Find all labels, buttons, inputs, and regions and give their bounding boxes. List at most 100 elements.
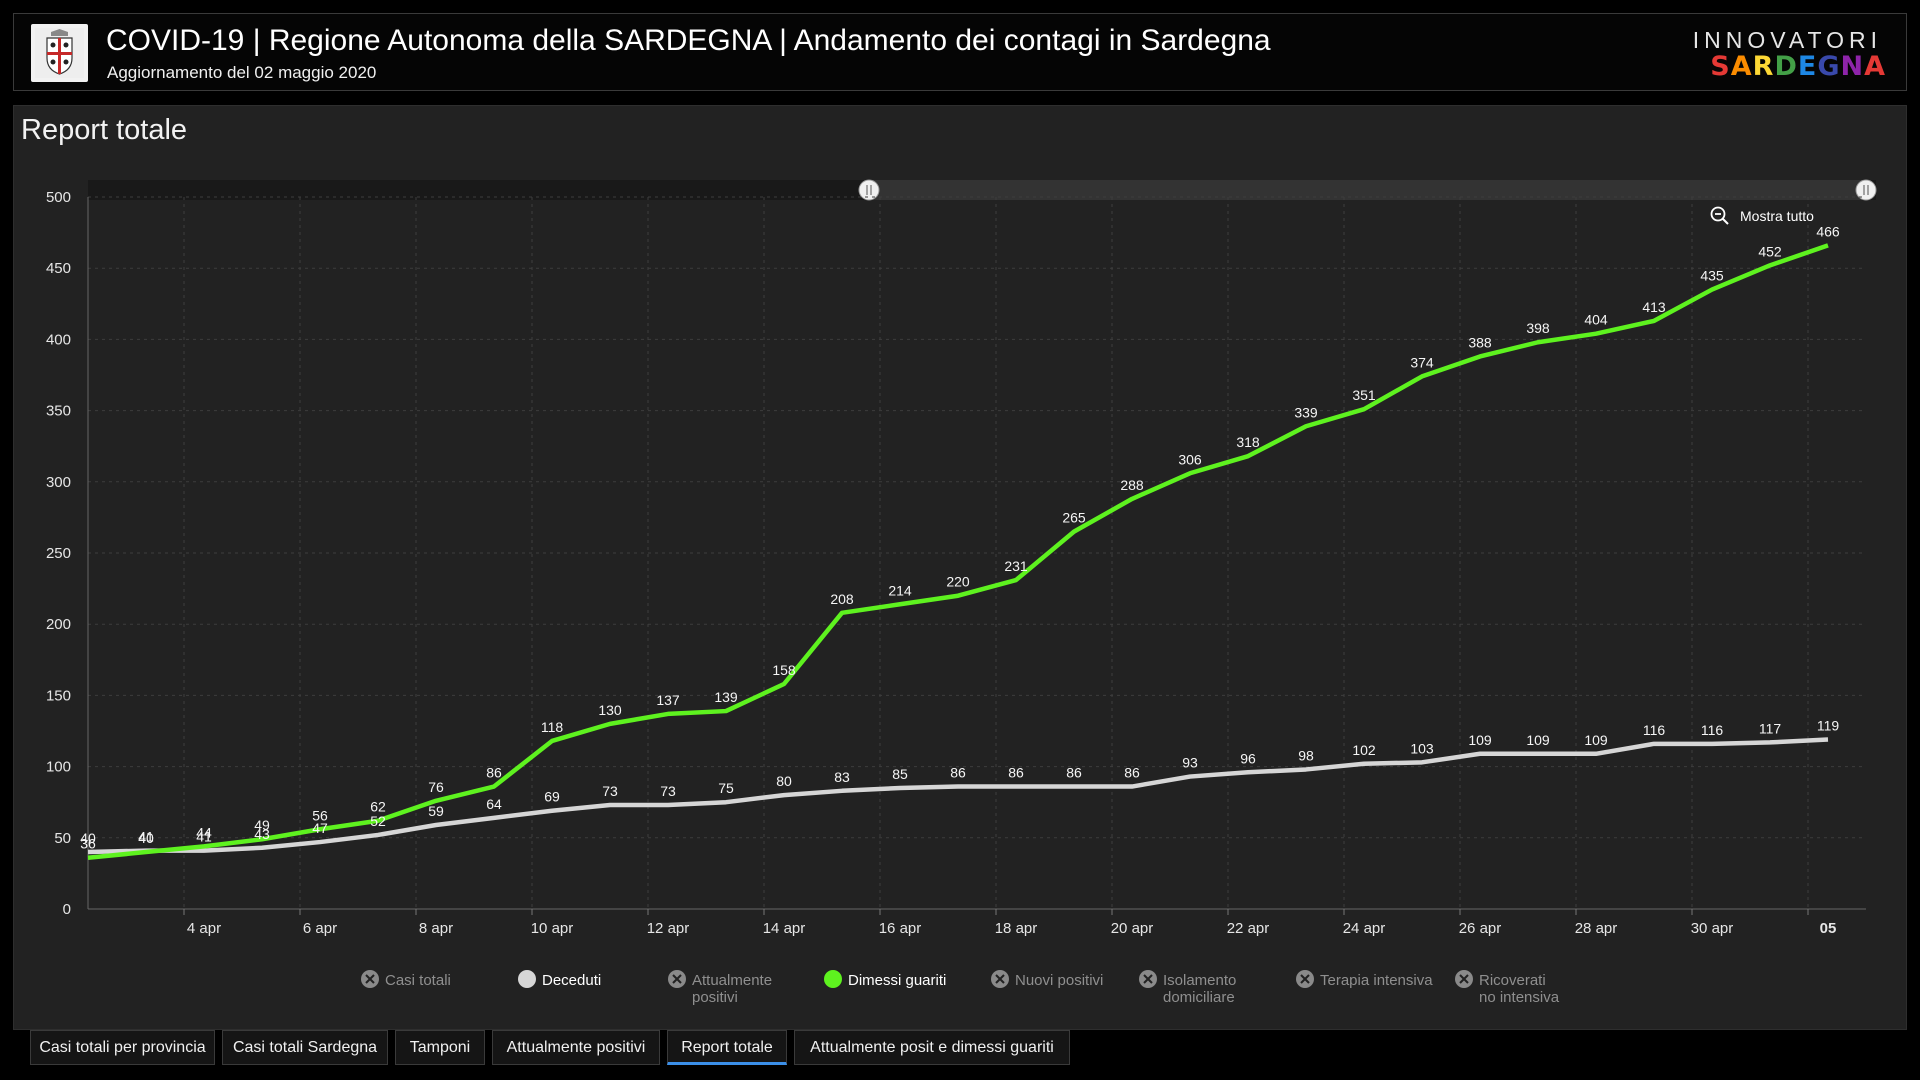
y-tick-label: 0 — [63, 901, 71, 918]
data-label: 265 — [1062, 510, 1086, 526]
data-label: 40 — [138, 830, 154, 846]
update-date: Aggiornamento del 02 maggio 2020 — [107, 63, 377, 82]
data-label: 98 — [1298, 747, 1314, 763]
series-line-deceduti — [87, 737, 1829, 855]
tab-casi-totali-per-provincia[interactable]: Casi totali per provincia — [30, 1030, 215, 1065]
x-tick-label: 10 apr — [531, 920, 574, 937]
brand-letter: N — [1840, 51, 1865, 82]
data-label: 404 — [1584, 312, 1608, 328]
series-line-dimessi-guariti — [87, 243, 1829, 860]
data-label: 130 — [598, 702, 622, 718]
data-label: 40 — [80, 830, 96, 846]
range-handle-left[interactable] — [858, 179, 880, 201]
legend-label[interactable]: Attualmente — [692, 972, 772, 989]
legend-label[interactable]: Nuovi positivi — [1015, 972, 1103, 989]
data-label: 398 — [1526, 320, 1550, 336]
brand-letter: D — [1774, 51, 1798, 82]
innovatori-logo-text: INNOVATORI — [1692, 27, 1882, 53]
data-label: 109 — [1526, 732, 1550, 748]
legend-marker[interactable] — [518, 970, 536, 988]
brand-letter: G — [1817, 51, 1841, 82]
data-label: 102 — [1352, 742, 1376, 758]
y-tick-label: 300 — [46, 474, 71, 491]
data-label: 351 — [1352, 387, 1376, 403]
legend-disabled-icon — [1143, 974, 1153, 984]
data-label: 158 — [772, 662, 796, 678]
tab-casi-totali-sardegna[interactable]: Casi totali Sardegna — [222, 1030, 388, 1065]
zoom-reset-label: Mostra tutto — [1740, 208, 1814, 224]
legend-label[interactable]: Ricoverati — [1479, 972, 1546, 989]
data-label: 49 — [254, 817, 270, 833]
legend-label[interactable]: Casi totali — [385, 972, 451, 989]
legend-label[interactable]: Terapia intensiva — [1320, 972, 1433, 989]
brand-letter: E — [1797, 51, 1818, 82]
x-tick-label: 22 apr — [1227, 920, 1270, 937]
x-tick-label: 20 apr — [1111, 920, 1154, 937]
data-label: 76 — [428, 779, 444, 795]
brand-letter: R — [1752, 51, 1775, 82]
data-label: 47 — [312, 820, 328, 836]
data-label: 452 — [1758, 243, 1782, 259]
dashboard-title: COVID-19 | Regione Autonoma della SARDEG… — [106, 24, 1271, 57]
data-label: 306 — [1178, 451, 1202, 467]
data-label: 69 — [544, 789, 560, 805]
data-label: 43 — [254, 826, 270, 842]
legend-label[interactable]: domiciliare — [1163, 989, 1235, 1006]
data-label: 413 — [1642, 299, 1666, 315]
data-label: 109 — [1584, 732, 1608, 748]
data-label: 139 — [714, 689, 738, 705]
data-label: 109 — [1468, 732, 1492, 748]
data-label: 116 — [1701, 722, 1724, 738]
brand-letter: A — [1864, 51, 1886, 82]
tab-attualmente-posit-e-dimessi-guariti[interactable]: Attualmente posit e dimessi guariti — [794, 1030, 1070, 1065]
data-label: 86 — [1124, 765, 1140, 781]
data-label: 86 — [1066, 765, 1082, 781]
legend-disabled-icon — [365, 974, 375, 984]
tab-tamponi[interactable]: Tamponi — [395, 1030, 485, 1065]
legend-label[interactable]: Isolamento — [1163, 972, 1236, 989]
data-label: 41 — [138, 829, 154, 845]
legend-disabled-icon — [1300, 974, 1310, 984]
data-label: 73 — [602, 783, 618, 799]
data-label: 86 — [1008, 765, 1024, 781]
y-tick-label: 200 — [46, 616, 71, 633]
x-tick-label: 26 apr — [1459, 920, 1502, 937]
tab-attualmente-positivi[interactable]: Attualmente positivi — [492, 1030, 660, 1065]
data-label: 86 — [950, 765, 966, 781]
zoom-reset-button[interactable]: Mostra tutto — [1710, 206, 1814, 225]
data-label: 93 — [1182, 755, 1198, 771]
legend-label[interactable]: Deceduti — [542, 972, 601, 989]
data-label: 41 — [196, 829, 212, 845]
data-label: 96 — [1240, 750, 1256, 766]
data-label: 137 — [656, 692, 680, 708]
range-handle-right[interactable] — [1855, 179, 1877, 201]
data-label: 75 — [718, 780, 734, 796]
data-label: 56 — [312, 807, 328, 823]
data-label: 466 — [1816, 223, 1840, 239]
legend-label[interactable]: positivi — [692, 989, 738, 1006]
data-label: 118 — [541, 719, 564, 735]
data-label: 116 — [1643, 722, 1666, 738]
data-label: 73 — [660, 783, 676, 799]
data-label: 36 — [80, 836, 96, 852]
data-label: 64 — [486, 796, 502, 812]
legend-label[interactable]: Dimessi guariti — [848, 972, 946, 989]
data-label: 59 — [428, 803, 444, 819]
x-tick-label: 24 apr — [1343, 920, 1386, 937]
legend-disabled-icon — [1459, 974, 1469, 984]
header-bar: COVID-19 | Regione Autonoma della SARDEG… — [13, 13, 1907, 91]
data-label: 103 — [1410, 740, 1434, 756]
data-label: 119 — [1817, 718, 1840, 734]
x-tick-label: 16 apr — [879, 920, 922, 937]
legend-label[interactable]: no intensiva — [1479, 989, 1560, 1006]
x-tick-label: 12 apr — [647, 920, 690, 937]
data-label: 52 — [370, 813, 386, 829]
legend-marker[interactable] — [824, 970, 842, 988]
y-tick-label: 150 — [46, 687, 71, 704]
data-label: 318 — [1236, 434, 1260, 450]
panel-title: Report totale — [21, 114, 188, 146]
tab-report-totale[interactable]: Report totale — [667, 1030, 787, 1065]
data-label: 288 — [1120, 477, 1144, 493]
x-tick-label: 05 — [1820, 920, 1837, 937]
